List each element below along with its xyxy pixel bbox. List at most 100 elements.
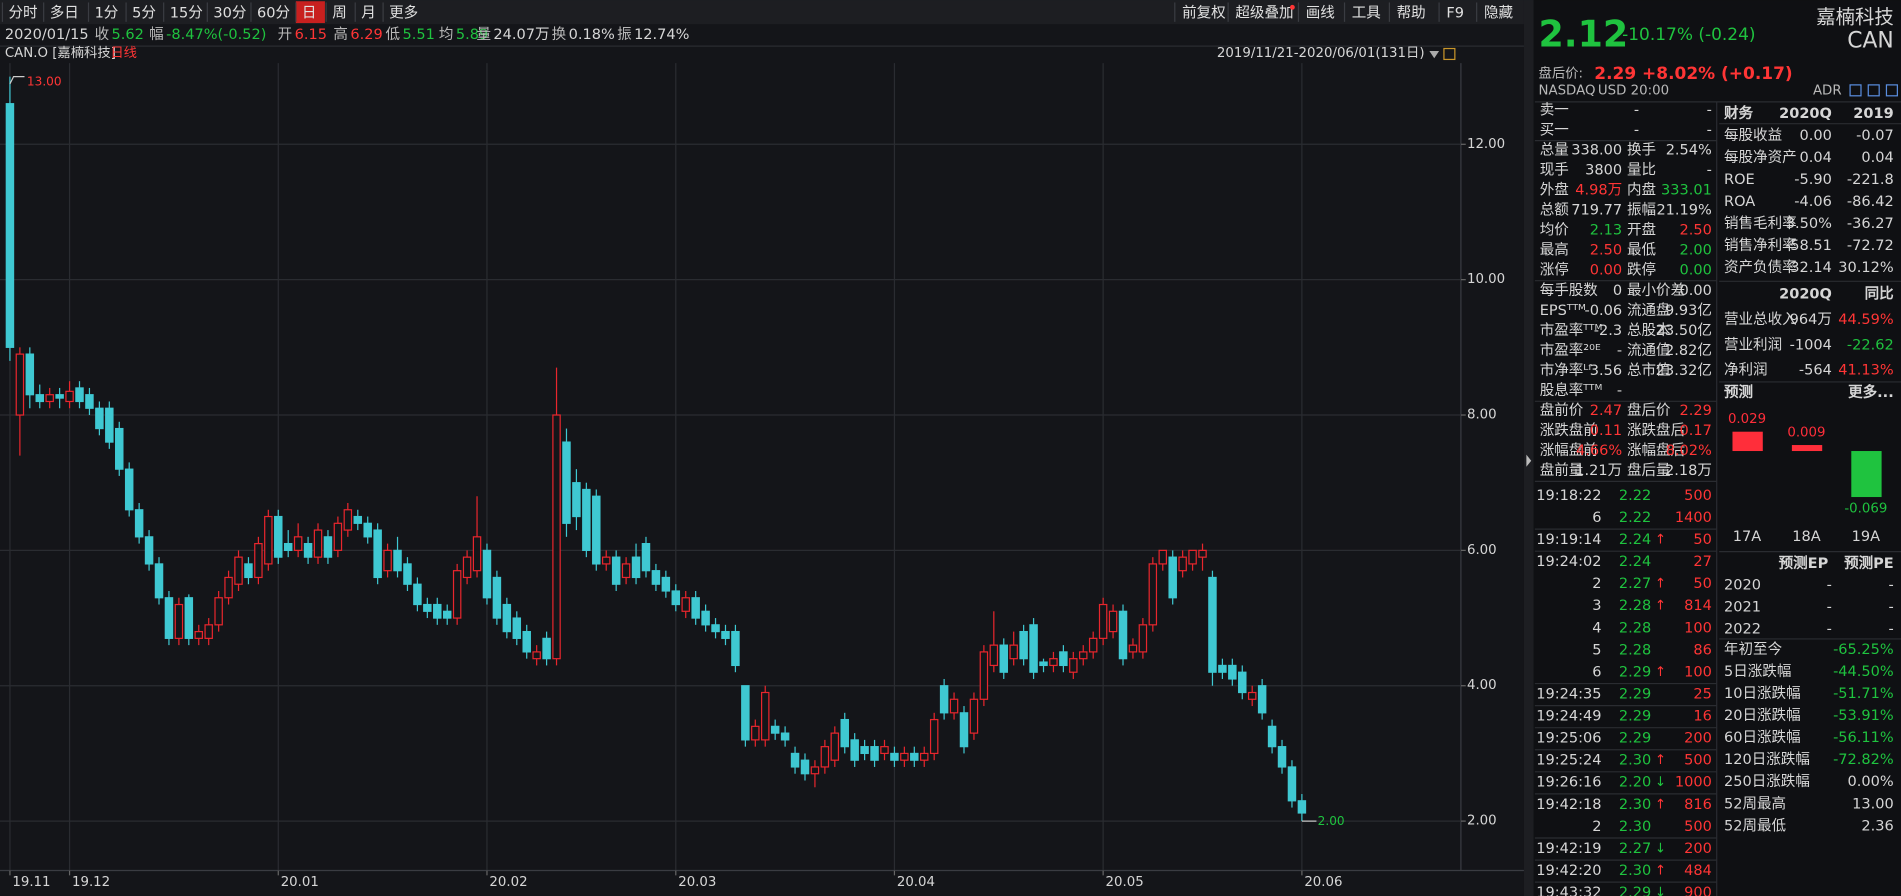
forecast-bar bbox=[1732, 431, 1763, 452]
trade-price: 2.30 bbox=[1619, 863, 1651, 879]
x-tick-label: 20.04 bbox=[897, 875, 935, 890]
tab[interactable]: 1分 bbox=[95, 4, 119, 21]
tool-button[interactable]: 隐藏 bbox=[1484, 4, 1514, 21]
trade-volume: 50 bbox=[1693, 576, 1711, 592]
icon[interactable] bbox=[1849, 84, 1862, 97]
lock-icon[interactable] bbox=[1443, 47, 1456, 61]
forecast-category: 17A bbox=[1733, 529, 1761, 545]
candle-body bbox=[5, 103, 15, 348]
tab[interactable]: 30分 bbox=[213, 4, 246, 21]
candle-body bbox=[184, 597, 194, 639]
exchange: NASDAQ bbox=[1539, 83, 1596, 98]
trade-price: 2.20 bbox=[1619, 775, 1651, 791]
forecast-more[interactable]: 更多... bbox=[1848, 383, 1894, 401]
tab[interactable]: 60分 bbox=[257, 4, 290, 21]
icon[interactable] bbox=[1867, 84, 1880, 97]
range-dropdown[interactable] bbox=[1429, 50, 1440, 59]
finance-cell: -58.51 bbox=[1785, 238, 1832, 254]
candle-body bbox=[969, 698, 979, 734]
estimate-cell: - bbox=[1888, 622, 1893, 638]
trade-time: 19:19:14 bbox=[1536, 532, 1601, 548]
x-tick-label: 19.11 bbox=[12, 875, 50, 890]
candle-body bbox=[105, 407, 114, 443]
trade-time: 19:26:16 bbox=[1536, 775, 1601, 791]
tab[interactable]: 5分 bbox=[132, 4, 156, 21]
perf-label: 5日涨跌幅 bbox=[1724, 663, 1791, 680]
stat-label: 开盘 bbox=[1627, 220, 1656, 238]
trade-price: 2.22 bbox=[1619, 488, 1651, 504]
candle-body bbox=[731, 630, 740, 667]
collapse-arrow[interactable] bbox=[1526, 454, 1532, 467]
stat-value: - bbox=[1707, 162, 1712, 178]
candle-body bbox=[1138, 624, 1148, 653]
tab[interactable]: 15分 bbox=[170, 4, 203, 21]
trade-time: 6 bbox=[1592, 664, 1601, 680]
tool-button[interactable]: 超级叠加 bbox=[1235, 4, 1293, 21]
icon[interactable] bbox=[1885, 84, 1898, 97]
book-volume: - bbox=[1707, 102, 1712, 118]
perf-label: 120日涨跌幅 bbox=[1724, 751, 1810, 768]
price: 2.12 bbox=[1539, 12, 1629, 55]
trade-price: 2.30 bbox=[1619, 797, 1651, 813]
finance-header: 财务 bbox=[1724, 104, 1754, 122]
tool-button[interactable]: F9 bbox=[1446, 5, 1464, 21]
candle-body bbox=[144, 536, 154, 565]
candle-body bbox=[283, 543, 293, 551]
info-label: 均 bbox=[439, 26, 454, 43]
stat-label: 股息率ᵀᵀᴹ bbox=[1540, 382, 1603, 399]
candle-body bbox=[641, 543, 651, 572]
trade-time: 2 bbox=[1592, 576, 1601, 592]
stat-value: 333.01 bbox=[1661, 182, 1712, 198]
stat-value: 0.00 bbox=[1680, 262, 1712, 278]
forecast-category: 19A bbox=[1852, 529, 1880, 545]
candle-body bbox=[15, 353, 25, 416]
candle-body bbox=[860, 746, 869, 755]
income-cell: 44.59% bbox=[1838, 312, 1893, 328]
estimate-cell: 2020 bbox=[1724, 578, 1761, 594]
candle-body bbox=[343, 509, 353, 531]
active-tab bbox=[295, 1, 325, 24]
splitter[interactable] bbox=[1523, 0, 1534, 896]
tab[interactable]: 周 bbox=[332, 4, 347, 21]
tool-button[interactable]: 工具 bbox=[1352, 5, 1381, 21]
trade-price: 2.30 bbox=[1619, 819, 1651, 835]
tool-button[interactable]: 画线 bbox=[1306, 4, 1335, 21]
candle-body bbox=[552, 414, 561, 660]
tab[interactable]: 日 bbox=[302, 5, 317, 21]
candle-body bbox=[433, 603, 442, 619]
x-tick-label: 20.05 bbox=[1106, 875, 1144, 890]
trade-price: 2.28 bbox=[1619, 642, 1651, 658]
finance-cell: -0.07 bbox=[1856, 128, 1894, 144]
trade-price: 2.22 bbox=[1619, 510, 1651, 526]
tab[interactable]: 更多 bbox=[389, 4, 418, 21]
tool-button[interactable]: 帮助 bbox=[1397, 4, 1426, 21]
candle-body bbox=[303, 543, 313, 558]
perf-value: 2.36 bbox=[1861, 818, 1893, 834]
candle-body bbox=[979, 651, 989, 700]
stat-value: 0 bbox=[1613, 283, 1622, 299]
candle-body bbox=[1267, 725, 1277, 748]
stat-value: - bbox=[1617, 383, 1622, 399]
candle-body bbox=[542, 637, 551, 660]
trade-volume: 200 bbox=[1684, 841, 1712, 857]
stat-label: EPSᵀᵀᴹ bbox=[1540, 303, 1586, 319]
stat-label: 内盘 bbox=[1627, 180, 1656, 198]
trade-time: 19:25:06 bbox=[1536, 731, 1601, 747]
candle-body bbox=[701, 610, 710, 626]
estimate-header: 预测PE bbox=[1844, 554, 1894, 572]
perf-value: -44.50% bbox=[1833, 664, 1894, 680]
candle-body bbox=[532, 651, 541, 660]
tab[interactable]: 多日 bbox=[50, 4, 79, 21]
candle-body bbox=[1049, 658, 1058, 667]
tool-button[interactable]: 前复权 bbox=[1182, 3, 1226, 21]
trade-arrow: ↓ bbox=[1655, 775, 1666, 790]
candle-body bbox=[1228, 664, 1237, 680]
date-range[interactable]: 2019/11/21-2020/06/01(131日) bbox=[1217, 46, 1425, 61]
stat-value: 2.50 bbox=[1680, 222, 1712, 238]
tab[interactable]: 月 bbox=[361, 5, 376, 21]
candle-body bbox=[1168, 556, 1177, 599]
candle-body bbox=[651, 570, 661, 585]
trade-price: 2.24 bbox=[1619, 554, 1651, 570]
candle-body bbox=[592, 495, 601, 565]
tab[interactable]: 分时 bbox=[8, 4, 37, 21]
